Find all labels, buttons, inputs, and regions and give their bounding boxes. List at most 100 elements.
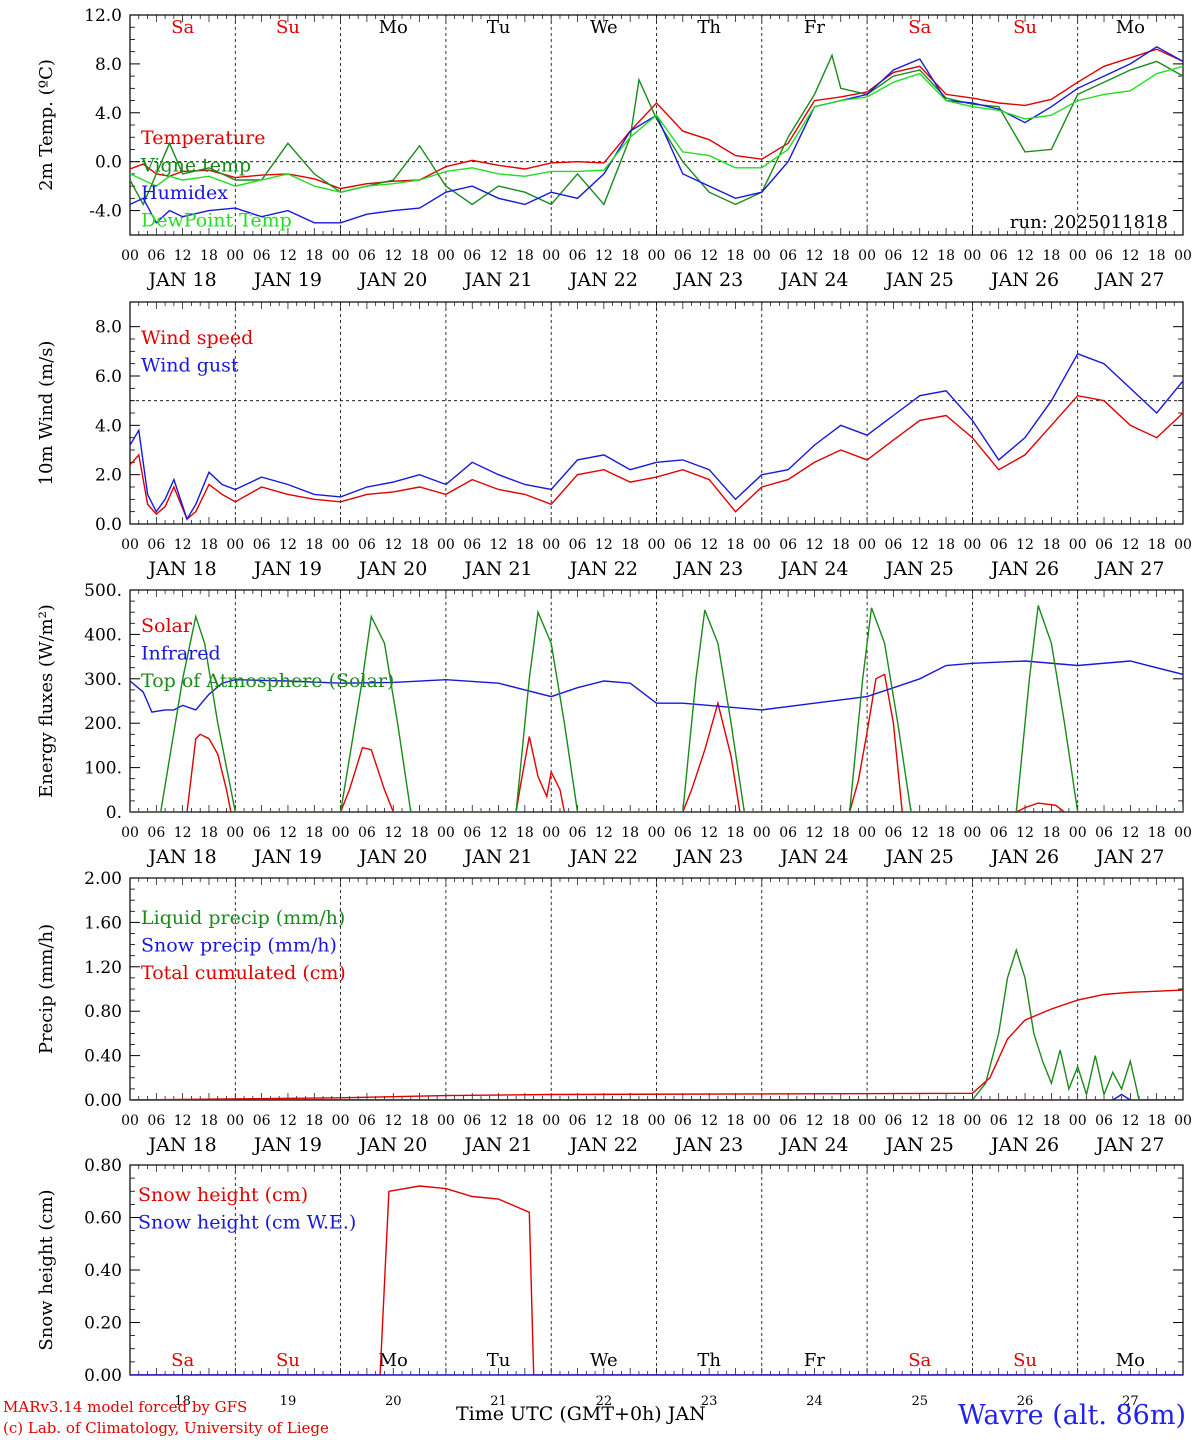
x-hour-label: 00 <box>226 248 244 264</box>
x-hour-label: 18 <box>200 825 218 841</box>
weekday-label: We <box>590 17 618 38</box>
x-hour-label: 18 <box>621 248 639 264</box>
weekday-label: Sa <box>908 17 931 38</box>
x-hour-label: 12 <box>174 1113 192 1129</box>
x-hour-label: 00 <box>121 1113 139 1129</box>
x-day-label: JAN 27 <box>1094 846 1164 868</box>
x-hour-label: 12 <box>384 537 402 553</box>
x-hour-label: 06 <box>358 248 376 264</box>
x-hour-label: 00 <box>542 248 560 264</box>
x-hour-label: 12 <box>384 825 402 841</box>
x-day-number: 22 <box>596 1394 613 1409</box>
y-tick-label: 0.0 <box>95 515 122 535</box>
x-hour-label: 18 <box>621 825 639 841</box>
x-day-label: JAN 25 <box>884 269 954 291</box>
x-hour-label: 06 <box>358 1113 376 1129</box>
x-day-number: 21 <box>490 1394 507 1409</box>
weekday-label: Su <box>1013 1350 1037 1371</box>
x-hour-label: 06 <box>463 825 481 841</box>
y-tick-label: 0.60 <box>84 1209 122 1229</box>
weekday-label: Sa <box>171 1350 194 1371</box>
x-hour-label: 18 <box>937 248 955 264</box>
series-line-total-cumulated-cm- <box>130 989 1183 1100</box>
x-day-label: JAN 27 <box>1094 1134 1164 1156</box>
x-hour-label: 18 <box>727 248 745 264</box>
x-day-number: 26 <box>1017 1394 1034 1409</box>
series-line-wind-gust <box>130 352 1183 521</box>
x-hour-label: 00 <box>1069 537 1087 553</box>
legend-entry: Snow height (cm) <box>138 1184 308 1206</box>
x-hour-label: 00 <box>542 825 560 841</box>
x-hour-label: 06 <box>779 825 797 841</box>
x-hour-label: 00 <box>753 537 771 553</box>
x-day-label: JAN 21 <box>462 846 532 868</box>
legend-entry: Total cumulated (cm) <box>141 962 346 984</box>
x-hour-label: 00 <box>963 537 981 553</box>
x-day-label: JAN 22 <box>568 846 638 868</box>
x-hour-label: 00 <box>332 248 350 264</box>
x-hour-label: 18 <box>411 537 429 553</box>
x-hour-label: 12 <box>174 825 192 841</box>
x-hour-label: 00 <box>121 825 139 841</box>
x-hour-label: 12 <box>700 825 718 841</box>
x-hour-label: 00 <box>963 1113 981 1129</box>
x-hour-label: 18 <box>305 825 323 841</box>
x-hour-label: 00 <box>1174 537 1192 553</box>
x-hour-label: 06 <box>463 537 481 553</box>
run-label: run: 2025011818 <box>1010 212 1168 233</box>
y-tick-label: 0.0 <box>95 153 122 173</box>
x-day-label: JAN 18 <box>147 846 217 868</box>
y-axis-label: 10m Wind (m/s) <box>36 341 57 486</box>
x-day-label: JAN 23 <box>673 269 743 291</box>
x-day-label: JAN 19 <box>252 846 322 868</box>
x-hour-label: 00 <box>753 248 771 264</box>
y-axis-label: 2m Temp. (ºC) <box>36 59 57 191</box>
x-hour-label: 18 <box>832 537 850 553</box>
series-line-wind-speed <box>130 394 1183 521</box>
x-hour-label: 06 <box>463 248 481 264</box>
y-tick-label: 0. <box>106 803 122 823</box>
series-line-temperature <box>130 48 1183 190</box>
weekday-label: Th <box>697 17 721 38</box>
x-hour-label: 00 <box>1174 248 1192 264</box>
x-hour-label: 12 <box>279 1113 297 1129</box>
weekday-label: Mo <box>1116 17 1145 38</box>
x-hour-label: 00 <box>858 1113 876 1129</box>
x-hour-label: 12 <box>279 537 297 553</box>
x-hour-label: 12 <box>911 825 929 841</box>
weekday-label: Su <box>276 17 300 38</box>
x-hour-label: 00 <box>226 825 244 841</box>
weekday-label: Tu <box>487 17 511 38</box>
x-hour-label: 06 <box>253 1113 271 1129</box>
x-day-label: JAN 21 <box>462 1134 532 1156</box>
x-axis-title: Time UTC (GMT+0h) JAN <box>456 1403 706 1425</box>
y-tick-label: 0.00 <box>84 1091 122 1111</box>
x-hour-label: 06 <box>569 248 587 264</box>
x-hour-label: 12 <box>911 537 929 553</box>
x-hour-label: 06 <box>779 1113 797 1129</box>
x-hour-label: 18 <box>1042 537 1060 553</box>
x-day-label: JAN 18 <box>147 558 217 580</box>
y-tick-label: 0.40 <box>84 1047 122 1067</box>
x-hour-label: 06 <box>990 537 1008 553</box>
x-hour-label: 00 <box>437 825 455 841</box>
x-hour-label: 18 <box>727 537 745 553</box>
x-day-label: JAN 23 <box>673 1134 743 1156</box>
y-tick-label: 100. <box>84 759 122 779</box>
x-hour-label: 00 <box>1069 825 1087 841</box>
x-day-label: JAN 25 <box>884 1134 954 1156</box>
panel-5: 0.00 0.20 0.40 0.60 0.80 Snow height (cm) 18 19… <box>36 1156 1184 1409</box>
x-hour-label: 18 <box>516 537 534 553</box>
x-hour-label: 12 <box>174 537 192 553</box>
x-day-label: JAN 19 <box>252 269 322 291</box>
series-line-snow-precip-mm-h- <box>130 1093 1183 1100</box>
weekday-label: Su <box>1013 17 1037 38</box>
x-hour-label: 00 <box>648 537 666 553</box>
x-hour-label: 06 <box>147 537 165 553</box>
panel-3: 0. 100. 200. 300. 400. 500. Energy fluxes (W/m… <box>36 581 1192 868</box>
x-hour-label: 06 <box>569 1113 587 1129</box>
legend-entry: Wind gust <box>141 355 239 377</box>
station-name: Wavre (alt. 86m) <box>958 1400 1186 1431</box>
x-hour-label: 00 <box>226 537 244 553</box>
series-line-humidex <box>130 45 1183 224</box>
